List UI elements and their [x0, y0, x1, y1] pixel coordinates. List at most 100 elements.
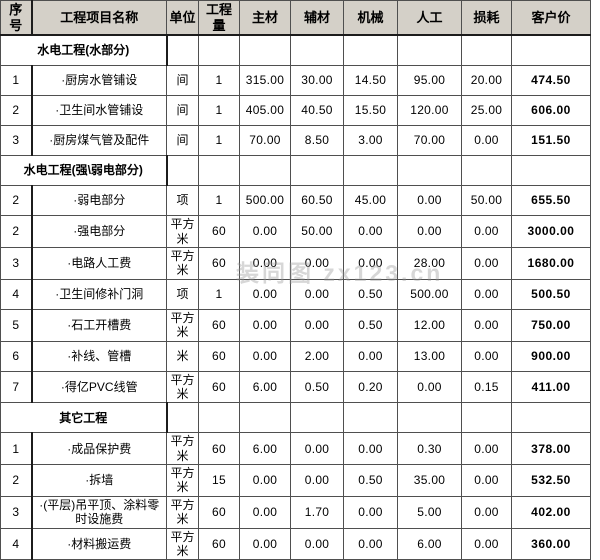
loss-cell: 0.00: [461, 308, 512, 342]
column-header: 人工: [397, 0, 462, 37]
aux-material-cell: 0.00: [290, 308, 344, 342]
machinery-cell: 0.50: [343, 464, 398, 497]
table-body: 水电工程(水部分) 1 ·厨房水管铺设间 1 315.00 30.00 14.50 95.00…: [0, 34, 591, 560]
serial-cell: 3: [0, 246, 33, 280]
project-name-cell: ·成品保护费: [31, 432, 167, 466]
project-name-cell: ·电路人工费: [31, 246, 167, 280]
quantity-cell: 60: [198, 370, 240, 404]
quantity-cell: 15: [198, 464, 240, 497]
machinery-cell: 45.00: [343, 185, 398, 217]
loss-cell: 0.00: [461, 464, 512, 497]
empty-cell: [239, 155, 291, 187]
aux-material-cell: 30.00: [290, 65, 344, 97]
aux-material-cell: 60.50: [290, 185, 344, 217]
main-material-cell: 0.00: [239, 464, 291, 497]
labor-cell: 0.00: [397, 185, 462, 217]
project-name-cell: ·厨房水管铺设: [31, 65, 167, 97]
loss-cell: 0.00: [461, 125, 512, 157]
unit-cell: 平方米: [166, 215, 199, 248]
empty-cell: [511, 155, 591, 187]
serial-cell: 2: [0, 464, 33, 497]
item-row: 2 ·弱电部分项 1 500.00 60.50 45.00 0.00 50.00 655.50: [0, 185, 591, 217]
labor-cell: 28.00: [397, 246, 462, 280]
section-row: 其它工程: [0, 402, 591, 434]
quantity-cell: 60: [198, 215, 240, 248]
aux-material-cell: 2.00: [290, 340, 344, 372]
empty-cell: [343, 34, 398, 67]
column-header: 主材: [239, 0, 291, 37]
project-name-cell: ·厨房煤气管及配件: [31, 125, 167, 157]
quantity-cell: 60: [198, 246, 240, 280]
section-row: 水电工程(强\弱电部分): [0, 155, 591, 187]
quantity-cell: 1: [198, 95, 240, 127]
aux-material-cell: 0.00: [290, 432, 344, 466]
empty-cell: [343, 402, 398, 434]
unit-cell: 平方米: [166, 464, 199, 497]
aux-material-cell: 0.00: [290, 246, 344, 280]
empty-cell: [166, 402, 199, 434]
loss-cell: 25.00: [461, 95, 512, 127]
quantity-cell: 60: [198, 340, 240, 372]
customer-price-cell: 402.00: [511, 495, 591, 529]
customer-price-cell: 500.50: [511, 278, 591, 310]
column-header: 工程量: [198, 0, 240, 37]
unit-cell: 项: [166, 185, 199, 217]
quantity-cell: 60: [198, 527, 240, 560]
loss-cell: 0.15: [461, 370, 512, 404]
customer-price-cell: 378.00: [511, 432, 591, 466]
quantity-cell: 1: [198, 278, 240, 310]
machinery-cell: 0.00: [343, 495, 398, 529]
main-material-cell: 0.00: [239, 340, 291, 372]
empty-cell: [198, 155, 240, 187]
customer-price-cell: 532.50: [511, 464, 591, 497]
item-row: 7 ·得亿PVC线管 平方米 60 6.00 0.50 0.20 0.00 0.15 411.00: [0, 370, 591, 404]
customer-price-cell: 151.50: [511, 125, 591, 157]
item-row: 1 ·成品保护费 平方米 60 6.00 0.00 0.00 0.30 0.00 378.00: [0, 432, 591, 466]
quantity-cell: 60: [198, 308, 240, 342]
unit-cell: 间: [166, 65, 199, 97]
empty-cell: [166, 155, 199, 187]
item-row: 1 ·厨房水管铺设间 1 315.00 30.00 14.50 95.00 20.00 474.…: [0, 65, 591, 97]
item-row: 2 ·强电部分 平方米 60 0.00 50.00 0.00 0.00 0.00 3000.00: [0, 215, 591, 248]
machinery-cell: 15.50: [343, 95, 398, 127]
project-name-cell: ·拆墙: [31, 464, 167, 497]
unit-cell: 平方米: [166, 370, 199, 404]
empty-cell: [166, 34, 199, 67]
main-material-cell: 6.00: [239, 370, 291, 404]
aux-material-cell: 0.00: [290, 464, 344, 497]
serial-cell: 3: [0, 495, 33, 529]
loss-cell: 0.00: [461, 432, 512, 466]
main-material-cell: 0.00: [239, 308, 291, 342]
empty-cell: [397, 34, 462, 67]
unit-cell: 米: [166, 340, 199, 372]
serial-cell: 6: [0, 340, 33, 372]
project-name-cell: ·强电部分: [31, 215, 167, 248]
customer-price-cell: 474.50: [511, 65, 591, 97]
machinery-cell: 0.00: [343, 246, 398, 280]
column-header: 辅材: [290, 0, 344, 37]
empty-cell: [290, 402, 344, 434]
column-header: 序号: [0, 0, 33, 37]
machinery-cell: 0.00: [343, 527, 398, 560]
empty-cell: [290, 34, 344, 67]
serial-cell: 1: [0, 432, 33, 466]
item-row: 3 ·厨房煤气管及配件间 1 70.00 8.50 3.00 70.00 0.00 151.50: [0, 125, 591, 157]
item-row: 3 ·(平层)吊平顶、涂料零时设施费 平方米 60 0.00 1.70 0.00 5.00 0.…: [0, 495, 591, 529]
main-material-cell: 6.00: [239, 432, 291, 466]
empty-cell: [198, 402, 240, 434]
labor-cell: 0.00: [397, 370, 462, 404]
section-label: 其它工程: [0, 402, 168, 434]
machinery-cell: 3.00: [343, 125, 398, 157]
aux-material-cell: 1.70: [290, 495, 344, 529]
item-row: 4 ·材料搬运费 平方米 60 0.00 0.00 0.00 6.00 0.00 360.00: [0, 527, 591, 560]
main-material-cell: 500.00: [239, 185, 291, 217]
section-label: 水电工程(强\弱电部分): [0, 155, 168, 187]
empty-cell: [511, 34, 591, 67]
project-name-cell: ·卫生间水管铺设: [31, 95, 167, 127]
machinery-cell: 14.50: [343, 65, 398, 97]
column-header: 单位: [166, 0, 199, 37]
main-material-cell: 0.00: [239, 246, 291, 280]
quantity-cell: 1: [198, 65, 240, 97]
customer-price-cell: 360.00: [511, 527, 591, 560]
main-material-cell: 315.00: [239, 65, 291, 97]
